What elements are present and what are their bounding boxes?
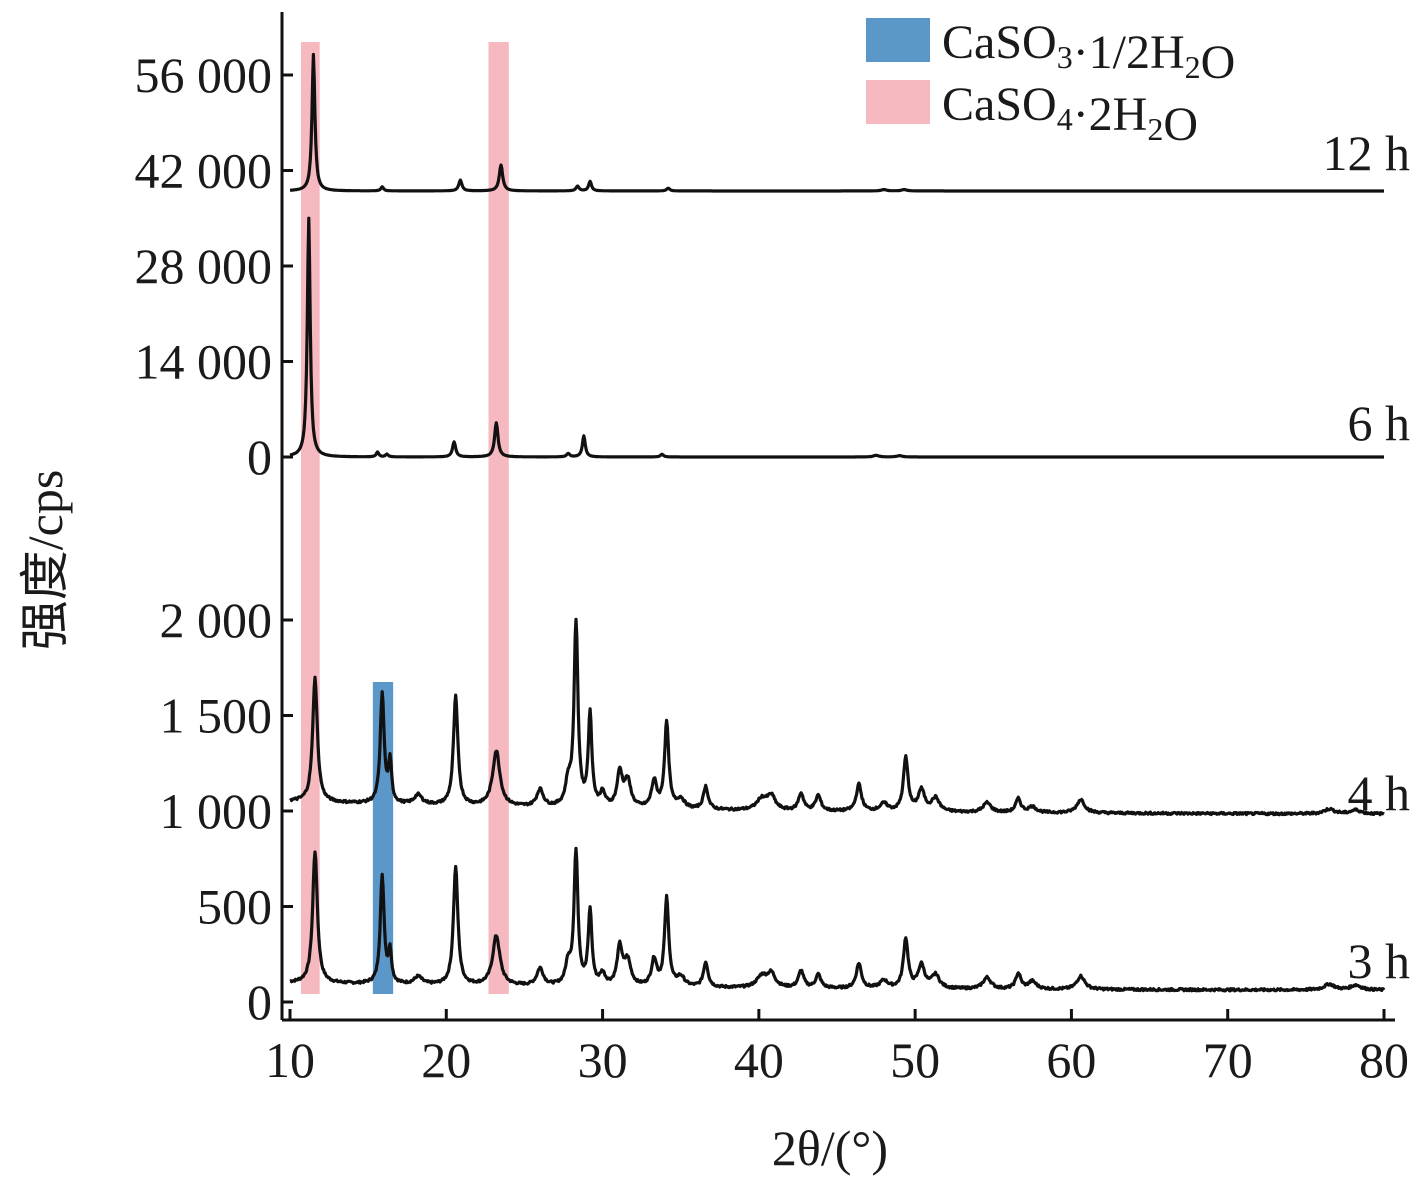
curve-labels: 3 h 4 h 6 h 12 h [1323, 125, 1411, 989]
axes [280, 12, 1395, 1022]
x-tick-label: 20 [421, 1032, 471, 1088]
y-tick-label: 500 [197, 879, 272, 935]
x-tick-label: 70 [1203, 1032, 1253, 1088]
legend-label: CaSO3·1/2H2O [942, 16, 1235, 89]
legend-swatch [866, 18, 930, 62]
y-tick-label: 28 000 [135, 238, 273, 294]
y-tick-label: 42 000 [135, 143, 273, 199]
x-tick-label: 60 [1046, 1032, 1096, 1088]
x-axis-title: 2θ/(°) [772, 1120, 888, 1176]
series-line-6h [289, 216, 1385, 459]
y-tick-label: 0 [247, 974, 272, 1030]
y-tick-label: 14 000 [135, 334, 273, 390]
y-tick-label: 1 000 [160, 783, 273, 839]
x-tick-label: 10 [265, 1032, 315, 1088]
curve-label: 6 h [1348, 395, 1411, 451]
y-tick-label: 0 [247, 429, 272, 485]
x-tick-label: 50 [890, 1032, 940, 1088]
highlight-band-0 [300, 42, 320, 994]
x-tick-label: 80 [1359, 1032, 1409, 1088]
y-axis-title: 强度/cps [17, 470, 73, 651]
curve-label: 4 h [1348, 765, 1411, 821]
curve-label: 12 h [1323, 125, 1411, 181]
legend-label: CaSO4·2H2O [942, 78, 1198, 151]
y-axis-ticks: 0 500 1 000 1 500 2 000 0 14 000 28 000 42 000 56… [135, 47, 293, 1030]
y-tick-label: 1 500 [160, 688, 273, 744]
series-line-4h [289, 617, 1385, 817]
phase-highlight-bands [300, 42, 509, 994]
x-tick-label: 30 [578, 1032, 628, 1088]
curve-label: 3 h [1348, 933, 1411, 989]
legend-swatch [866, 80, 930, 124]
y-tick-label: 2 000 [160, 592, 273, 648]
x-tick-label: 40 [734, 1032, 784, 1088]
xrd-curves [289, 52, 1386, 993]
series-line-3h [289, 846, 1386, 993]
series-line-12h [289, 52, 1385, 193]
x-axis-ticks: 10 20 30 40 50 60 70 80 [265, 1009, 1409, 1088]
y-tick-label: 56 000 [135, 47, 273, 103]
